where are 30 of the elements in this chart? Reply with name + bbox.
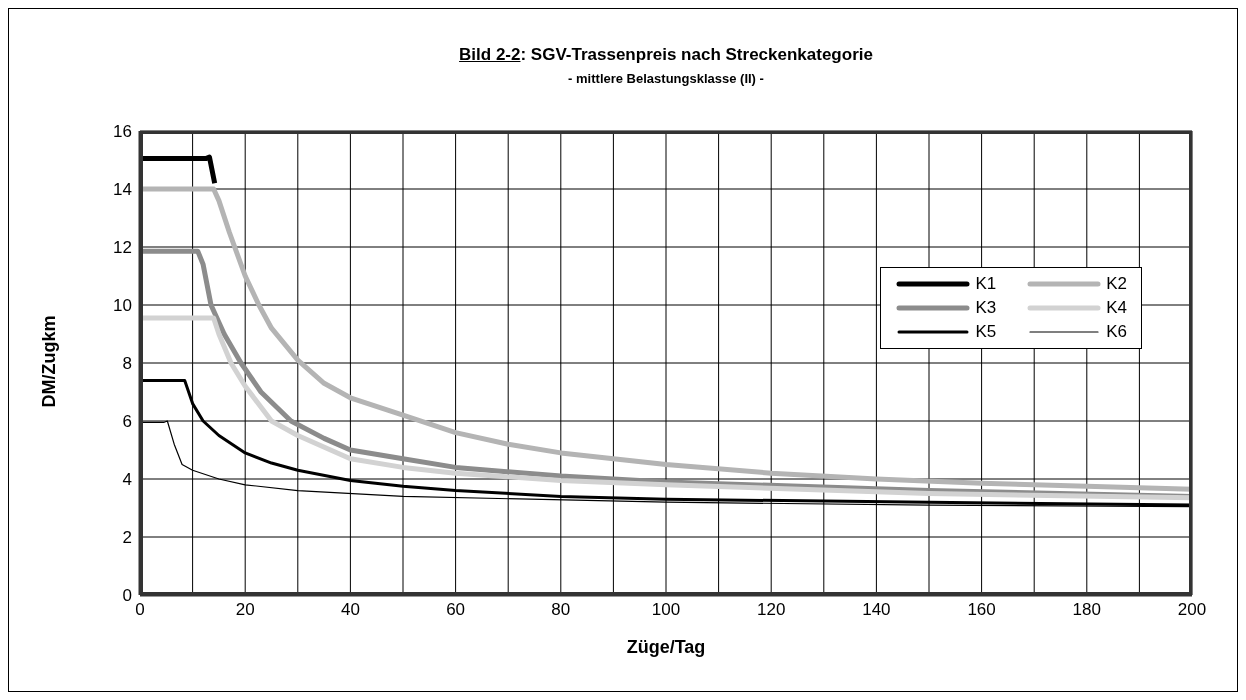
y-tick-label: 6 xyxy=(122,412,132,432)
x-tick-label: 20 xyxy=(235,600,255,620)
y-tick-label: 10 xyxy=(113,296,132,316)
legend-label: K3 xyxy=(975,298,997,318)
x-tick-label: 80 xyxy=(551,600,571,620)
chart-title: Bild 2-2: SGV-Trassenpreis nach Streckenkategorie xyxy=(458,45,874,65)
legend-label: K6 xyxy=(1106,322,1127,342)
x-tick-label: 140 xyxy=(862,600,891,620)
x-tick-label: 60 xyxy=(446,600,466,620)
x-tick-label: 0 xyxy=(135,600,145,620)
x-axis-title: Züge/Tag xyxy=(625,637,707,658)
legend-label: K2 xyxy=(1106,274,1127,294)
y-tick-label: 14 xyxy=(113,180,132,200)
legend-label: K5 xyxy=(975,322,997,342)
x-tick-label: 120 xyxy=(757,600,786,620)
y-tick-label: 2 xyxy=(122,528,132,548)
legend-label: K1 xyxy=(975,274,997,294)
y-tick-label: 0 xyxy=(122,586,132,606)
y-tick-label: 12 xyxy=(113,238,132,258)
y-tick-label: 8 xyxy=(122,354,132,374)
y-tick-label: 4 xyxy=(122,470,132,490)
chart-subtitle: - mittlere Belastungsklasse (II) - xyxy=(567,71,765,86)
x-tick-label: 40 xyxy=(340,600,360,620)
y-axis-title: DM/Zugkm xyxy=(38,315,60,408)
x-tick-label: 180 xyxy=(1072,600,1101,620)
legend-label: K4 xyxy=(1106,298,1127,318)
x-tick-label: 100 xyxy=(651,600,681,620)
x-tick-label: 200 xyxy=(1177,600,1207,620)
x-tick-label: 160 xyxy=(967,600,996,620)
y-tick-label: 16 xyxy=(113,122,132,142)
